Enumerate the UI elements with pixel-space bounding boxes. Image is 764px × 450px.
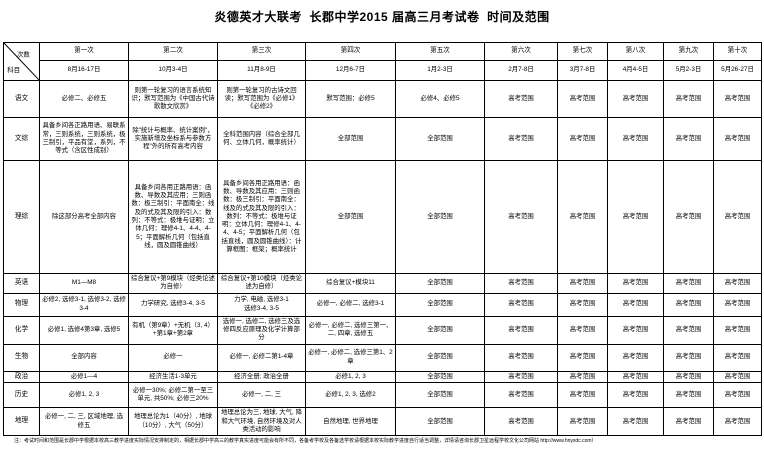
svg-text:次数: 次数 [17,50,30,59]
svg-text:科目: 科目 [7,65,20,74]
